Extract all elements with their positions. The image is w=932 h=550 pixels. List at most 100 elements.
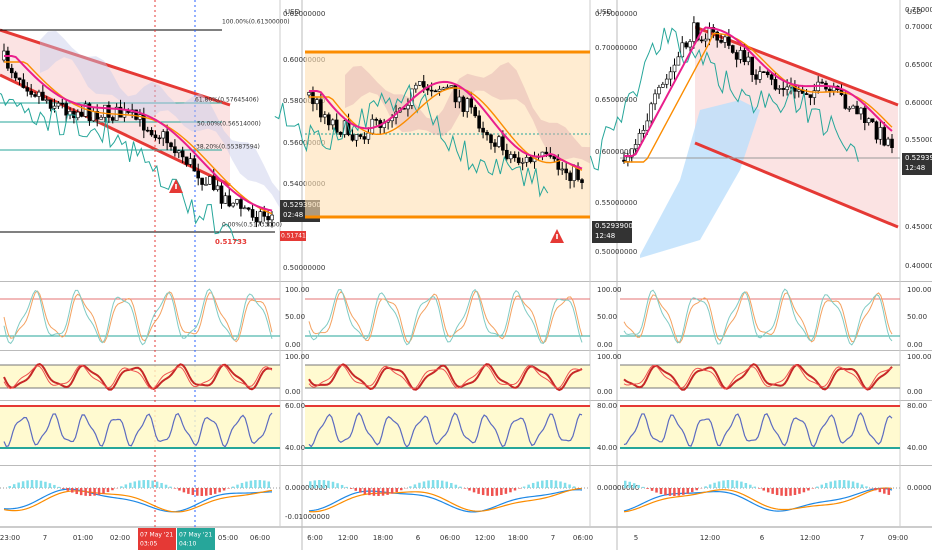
candle-body [580, 179, 584, 183]
macd-histogram [807, 488, 810, 491]
axis-unit: USD [285, 8, 300, 16]
macd-histogram [847, 480, 850, 488]
candle-body [508, 154, 513, 160]
candle-body [13, 72, 18, 79]
candle-body [866, 118, 871, 123]
candle-body [323, 114, 327, 118]
macd-histogram [48, 483, 52, 488]
macd-histogram [655, 488, 658, 493]
indicator-label: 50.00 [597, 313, 617, 321]
macd-histogram [322, 480, 326, 488]
stoch-k [308, 288, 583, 346]
candle-body [773, 79, 778, 90]
macd-histogram [160, 483, 163, 488]
indicator-label: 0.00 [597, 388, 613, 396]
candle-body [334, 119, 339, 133]
macd-histogram [522, 486, 526, 488]
candle-body [626, 156, 630, 162]
macd-histogram [646, 488, 649, 489]
candle-body [354, 134, 359, 141]
candle-body [734, 52, 739, 60]
macd-histogram [664, 488, 667, 496]
candle-body [804, 93, 809, 95]
macd-histogram [541, 480, 544, 488]
time-tag-bg [138, 528, 176, 550]
candle-body [91, 111, 96, 122]
candle-body [738, 50, 743, 60]
price-tag-bg [592, 221, 632, 243]
macd-histogram [838, 480, 841, 488]
indicator-label: 0.00000000 [907, 484, 932, 492]
candle-body [211, 176, 216, 190]
candle-body [215, 185, 220, 190]
candle-body [118, 106, 123, 118]
candle-body [6, 50, 10, 69]
macd-histogram [531, 482, 535, 488]
price-label: 0.65000000 [905, 61, 932, 69]
price-label: 0.65000000 [595, 96, 637, 104]
candle-body [173, 146, 177, 154]
macd-histogram [263, 480, 266, 488]
candle-body [493, 142, 497, 147]
candle-body [461, 96, 466, 112]
stoch-k [623, 288, 893, 346]
macd-histogram [780, 488, 783, 496]
candle-body [421, 81, 426, 88]
macd-histogram [173, 488, 177, 489]
macd-histogram [79, 488, 83, 496]
macd-histogram [66, 488, 70, 491]
channel-fill [695, 27, 898, 227]
rsi-line [3, 412, 273, 448]
candle-body [184, 156, 189, 165]
macd-histogram [789, 488, 792, 496]
macd-histogram [749, 484, 752, 488]
last-price: 0.52939000 [283, 201, 325, 209]
warning-mark [556, 234, 558, 239]
candle-body [512, 154, 517, 159]
macd-histogram [400, 488, 403, 491]
macd-histogram [726, 480, 730, 488]
candle-body [886, 138, 890, 146]
candle-body [684, 42, 688, 48]
stoch-d [3, 290, 273, 343]
macd-histogram [222, 488, 226, 491]
candle-body [668, 71, 673, 80]
time-label: 7 [860, 534, 864, 542]
signal-line [3, 364, 273, 390]
time-label: 09:00 [888, 534, 908, 542]
candle-body [882, 127, 887, 146]
time-tag: 04:10 [179, 541, 196, 548]
price-label: 0.58000000 [283, 97, 325, 105]
signal-line [623, 363, 893, 391]
candle-body [330, 119, 335, 126]
macd-histogram [231, 486, 235, 488]
indicator-label: 0.00 [597, 341, 613, 349]
indicator-label: 0.00000000 [285, 484, 327, 492]
macd-histogram [35, 480, 38, 488]
macd-histogram [327, 480, 330, 488]
candle-body [568, 172, 572, 181]
candle-body [765, 71, 770, 76]
stoch-d [308, 291, 583, 344]
macd-histogram [120, 486, 123, 488]
candle-body [161, 131, 166, 139]
candle-body [633, 144, 638, 150]
low-label: 0.51733 [215, 238, 247, 246]
macd-histogram [731, 480, 734, 488]
stoch-k [3, 288, 273, 346]
signal-line [308, 364, 583, 390]
candle-body [235, 199, 239, 204]
time-label: 05:00 [218, 534, 238, 542]
macd-histogram [88, 488, 92, 496]
indicator-label: 50.00 [907, 313, 927, 321]
candle-body [266, 216, 270, 221]
macd-histogram [829, 481, 832, 488]
signal-line [3, 362, 273, 391]
candle-body [358, 134, 363, 137]
candle-body [246, 207, 251, 210]
candle-body [169, 142, 173, 148]
candle-body [176, 150, 181, 154]
macd-histogram [740, 481, 743, 488]
macd-histogram [659, 488, 663, 495]
candle-body [489, 134, 493, 144]
